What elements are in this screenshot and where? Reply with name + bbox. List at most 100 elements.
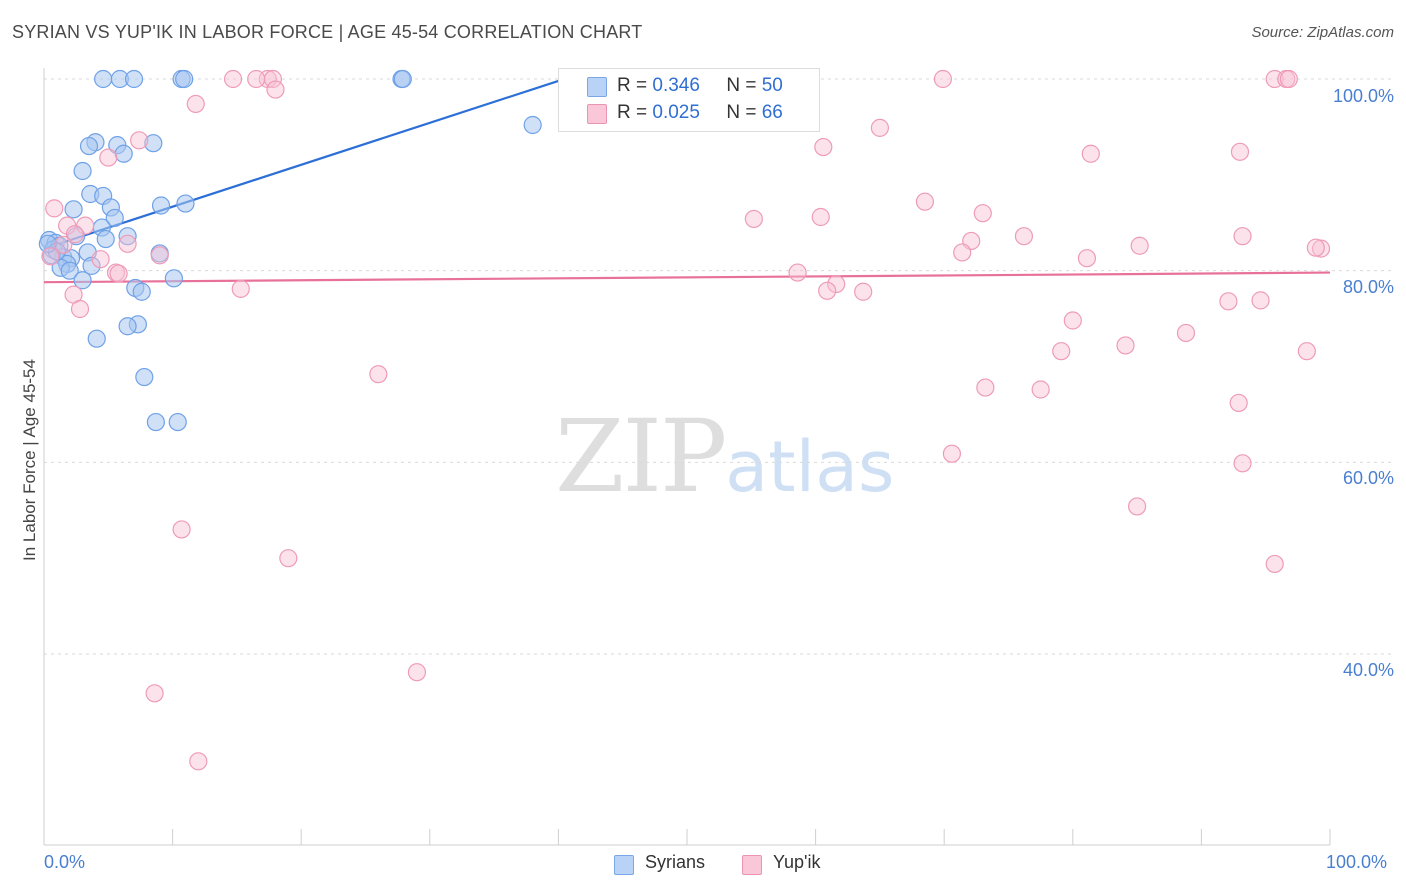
data-point <box>369 365 388 384</box>
series-yupik <box>41 69 1331 771</box>
data-point <box>168 412 187 432</box>
y-tick-label: 40.0% <box>1342 660 1394 680</box>
r-label: R = <box>617 75 648 96</box>
legend-swatch-syrians <box>587 77 607 97</box>
data-point <box>1230 142 1250 161</box>
y-tick-label: 80.0% <box>1342 277 1394 297</box>
data-point <box>827 274 846 294</box>
data-point <box>94 69 113 89</box>
data-point <box>915 192 935 211</box>
data-point <box>109 264 128 283</box>
data-point <box>1127 497 1147 516</box>
data-point <box>82 256 101 275</box>
bottom-legend-swatch-yupik <box>742 855 762 875</box>
data-point <box>41 247 60 266</box>
data-point <box>973 204 992 223</box>
data-point <box>91 250 110 269</box>
watermark: ZIPatlas <box>555 398 894 515</box>
data-point <box>145 684 164 703</box>
data-point <box>186 94 205 114</box>
data-point <box>144 134 163 153</box>
data-point <box>79 136 99 156</box>
data-point <box>942 444 962 463</box>
data-point <box>1279 69 1298 89</box>
n-value: 50 <box>761 75 783 96</box>
data-point <box>1233 454 1252 473</box>
data-point <box>54 235 73 254</box>
series-syrians <box>38 69 542 432</box>
data-point <box>953 243 972 262</box>
x-tick-label: 0.0% <box>44 852 86 872</box>
data-point <box>124 69 144 89</box>
watermark-atlas: atlas <box>725 426 895 508</box>
x-tick-label: 100.0% <box>1326 852 1388 872</box>
r-label: R = <box>617 102 648 123</box>
data-point <box>99 148 118 167</box>
data-point <box>933 69 953 89</box>
data-point <box>118 227 137 246</box>
data-point <box>1233 227 1252 246</box>
y-tick-label: 100.0% <box>1332 86 1394 106</box>
n-value: 66 <box>761 102 783 123</box>
data-point <box>854 282 873 301</box>
trend-line <box>43 79 559 250</box>
data-point <box>1251 291 1270 310</box>
n-label: N = <box>726 75 757 96</box>
data-point <box>150 246 169 265</box>
data-point <box>223 69 243 89</box>
data-point <box>105 208 124 228</box>
data-point <box>189 752 208 771</box>
data-point <box>118 234 137 253</box>
grid-lines <box>44 78 1395 655</box>
y-tick-label: 60.0% <box>1342 468 1394 488</box>
data-point <box>1014 227 1034 246</box>
legend-row-yupik: R = 0.025 N = 66 <box>617 102 783 124</box>
data-point <box>744 209 763 229</box>
data-point <box>266 80 285 99</box>
n-label: N = <box>726 102 757 123</box>
data-point <box>788 263 807 282</box>
data-point <box>1176 323 1196 343</box>
data-point <box>393 69 412 89</box>
data-point <box>118 317 137 336</box>
data-point <box>231 279 250 298</box>
data-point <box>114 144 133 163</box>
data-point <box>65 225 84 244</box>
data-point <box>1311 239 1331 258</box>
data-point <box>172 520 191 539</box>
watermark-zip: ZIP <box>555 398 727 515</box>
data-point <box>60 261 79 280</box>
data-point <box>814 137 833 157</box>
data-point <box>247 69 266 89</box>
data-point <box>279 549 298 568</box>
data-point <box>1229 393 1248 413</box>
trend-line <box>43 271 1331 284</box>
data-point <box>1265 554 1284 574</box>
axes <box>43 68 1331 846</box>
legend-swatch-yupik <box>587 104 607 124</box>
data-point <box>96 229 115 249</box>
data-point <box>1052 342 1071 361</box>
data-point <box>132 282 151 301</box>
data-point <box>1297 342 1316 361</box>
data-point <box>73 161 92 181</box>
source-note: Source: ZipAtlas.com <box>1251 24 1394 41</box>
data-point <box>70 299 90 319</box>
data-point <box>818 281 837 300</box>
r-value: 0.346 <box>652 75 700 96</box>
data-point <box>811 207 830 227</box>
data-point <box>175 69 194 89</box>
stats-legend: R = 0.346 N = 50 R = 0.025 N = 66 <box>558 68 820 132</box>
data-point <box>130 131 149 150</box>
data-point <box>1219 292 1238 311</box>
data-point <box>523 115 542 135</box>
y-axis-label: In Labor Force | Age 45-54 <box>20 359 39 561</box>
data-point <box>1081 144 1100 163</box>
data-points <box>38 69 1331 771</box>
bottom-legend-syrians: Syrians <box>645 852 706 872</box>
data-point <box>1031 380 1050 399</box>
data-point <box>151 196 171 215</box>
bottom-legend-swatch-syrians <box>614 855 634 875</box>
data-point <box>164 269 183 288</box>
